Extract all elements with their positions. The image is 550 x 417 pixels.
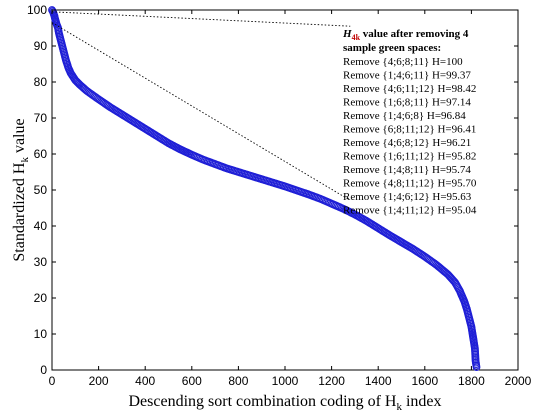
annotation-line-text: Remove {4;6;8;11} H=100 [343, 56, 463, 68]
y-tick-label: 100 [27, 3, 47, 17]
data-point [86, 89, 95, 98]
data-point [422, 253, 430, 262]
x-tick-label: 1600 [411, 374, 438, 388]
annotation-line-text: Remove {1;4;6;8} H=96.84 [343, 110, 466, 122]
x-tick-label: 1400 [365, 374, 392, 388]
y-axis-title: Standardized Hk value [11, 118, 31, 261]
annotation-heading: H4k value after removing 4 [342, 28, 469, 42]
data-point [85, 88, 94, 97]
y-tick-label: 40 [34, 219, 48, 233]
annotation-line-text: Remove {4;8;11;12} H=95.70 [343, 178, 477, 190]
data-point [89, 91, 98, 100]
annotation-line-text: Remove {6;8;11;12} H=96.41 [343, 124, 476, 136]
annotation-box: H4k value after removing 4 sample green … [342, 28, 477, 217]
x-tick-label: 200 [89, 374, 109, 388]
annotation-line-text: Remove {4;6;11;12} H=98.42 [343, 83, 476, 95]
y-tick-label: 80 [34, 75, 48, 89]
annotation-line-text: Remove {1;4;6;11} H=99.37 [343, 70, 471, 82]
y-tick-label: 70 [34, 111, 48, 125]
data-point [423, 254, 432, 263]
data-point [93, 94, 102, 103]
x-tick-label: 1800 [458, 374, 485, 388]
data-point [92, 93, 100, 102]
data-point [90, 92, 99, 101]
y-tick-label: 90 [34, 39, 48, 53]
annotation-line-text: Remove {1;4;6;12} H=95.63 [343, 191, 472, 203]
x-tick-label: 800 [228, 374, 248, 388]
data-point [427, 257, 436, 266]
data-point [84, 88, 93, 96]
annotation-line-text: Remove {1;4;8;11} H=95.74 [343, 164, 471, 176]
annotation-line-text: Remove {1;6;11;12} H=95.82 [343, 151, 476, 163]
annotation-line [51, 22, 349, 200]
axis-ticks: 0 200 400 600 800 1000 1200 1400 1600 1800 2000 0 10… [27, 3, 532, 388]
x-tick-label: 1000 [272, 374, 299, 388]
y-tick-label: 60 [34, 147, 48, 161]
annotation-heading-line2: sample green spaces: [343, 42, 441, 54]
annotation-line [51, 11, 351, 27]
x-axis-title: Descending sort combination coding of Hk… [129, 393, 442, 413]
data-points [48, 6, 481, 372]
data-point [472, 363, 481, 372]
x-tick-label: 0 [49, 374, 56, 388]
data-point [428, 258, 437, 267]
data-point [88, 90, 97, 99]
x-tick-label: 600 [182, 374, 202, 388]
data-point [420, 252, 429, 261]
annotation-line-text: Remove {1;4;11;12} H=95.04 [343, 205, 477, 217]
data-point [426, 256, 434, 265]
x-tick-label: 1200 [318, 374, 345, 388]
annotation-line-text: Remove {4;6;8;12} H=96.21 [343, 137, 471, 149]
y-tick-label: 0 [40, 363, 47, 377]
y-tick-label: 20 [34, 291, 48, 305]
y-tick-label: 10 [34, 327, 48, 341]
x-tick-label: 400 [135, 374, 155, 388]
data-point [83, 87, 91, 95]
annotation-lines [51, 11, 351, 200]
y-tick-label: 30 [34, 255, 48, 269]
y-tick-label: 50 [34, 183, 48, 197]
annotation-line-text: Remove {1;6;8;11} H=97.14 [343, 97, 471, 109]
x-tick-label: 2000 [505, 374, 532, 388]
data-point [424, 255, 433, 264]
annotation-list: Remove {4;6;8;11} H=100 Remove {1;4;6;11}… [343, 56, 477, 217]
